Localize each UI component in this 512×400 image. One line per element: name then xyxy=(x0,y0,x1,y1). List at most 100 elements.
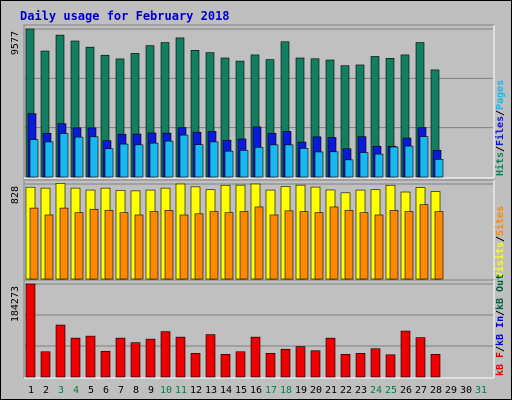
side-label-hits: Hits xyxy=(494,152,506,176)
day-label-5: 5 xyxy=(88,385,94,396)
bar-pages-day-13 xyxy=(209,141,219,178)
bar-sites-day-9 xyxy=(149,211,159,280)
bar-kbf-day-28 xyxy=(430,353,441,378)
side-label-kbin: kB In xyxy=(495,316,506,346)
bar-kbf-day-19 xyxy=(295,346,306,378)
bar-pages-day-18 xyxy=(284,144,294,178)
day-label-10: 10 xyxy=(160,385,172,396)
bar-sites-day-17 xyxy=(269,214,279,280)
bar-sites-day-24 xyxy=(374,214,384,280)
bar-pages-day-19 xyxy=(299,148,309,178)
bar-kbf-day-22 xyxy=(340,353,351,378)
bar-sites-day-8 xyxy=(134,214,144,280)
side-label-files: Files xyxy=(494,116,506,146)
bar-sites-day-11 xyxy=(179,214,189,280)
bar-pages-day-11 xyxy=(179,134,189,178)
side-label-separator: / xyxy=(495,310,506,316)
bar-pages-day-9 xyxy=(149,142,159,178)
bar-sites-day-16 xyxy=(254,206,264,280)
side-label-separator: / xyxy=(495,110,506,116)
bar-pages-day-6 xyxy=(104,148,114,178)
side-label-sites: Sites xyxy=(494,206,506,236)
y-max-label: 9577 xyxy=(10,31,21,55)
bar-pages-day-8 xyxy=(134,144,144,178)
chart-panels: 9577Hits/Files/Pages828Visits/Sites18427… xyxy=(10,24,506,379)
bar-kbf-day-14 xyxy=(220,353,231,378)
day-label-1: 1 xyxy=(28,385,34,396)
day-label-23: 23 xyxy=(355,385,367,396)
bar-pages-day-28 xyxy=(434,159,444,178)
side-label-kbf: kB F xyxy=(495,352,506,376)
bar-kbf-day-16 xyxy=(250,336,261,378)
day-label-28: 28 xyxy=(430,385,442,396)
bar-kbf-day-24 xyxy=(370,348,381,378)
bottom-side-labels: kB F/kB In/kB Out xyxy=(495,274,506,376)
bar-kbf-day-27 xyxy=(415,337,426,378)
bar-sites-day-27 xyxy=(419,204,429,280)
bar-sites-day-2 xyxy=(44,214,54,280)
bar-kbf-day-7 xyxy=(115,337,126,378)
middle-panel: 828 Visits/Sites xyxy=(10,179,506,281)
bar-pages-day-16 xyxy=(254,147,264,178)
bar-sites-day-18 xyxy=(284,210,294,280)
bar-pages-day-15 xyxy=(239,150,249,178)
day-label-26: 26 xyxy=(400,385,412,396)
bar-kbf-day-25 xyxy=(385,354,396,378)
day-label-11: 11 xyxy=(175,385,187,396)
bar-sites-day-25 xyxy=(389,210,399,280)
day-label-21: 21 xyxy=(325,385,337,396)
bar-kbf-day-4 xyxy=(70,337,81,378)
day-label-24: 24 xyxy=(370,385,382,396)
bar-kbf-day-6 xyxy=(100,350,111,378)
bar-pages-day-24 xyxy=(374,153,384,178)
bar-sites-day-10 xyxy=(164,210,174,280)
side-label-kbout: kB Out xyxy=(495,274,506,310)
day-label-4: 4 xyxy=(73,385,79,396)
bar-sites-day-19 xyxy=(299,211,309,280)
bar-sites-day-14 xyxy=(224,212,234,280)
bar-pages-day-25 xyxy=(389,146,399,178)
bar-pages-day-7 xyxy=(119,143,129,178)
day-label-19: 19 xyxy=(295,385,307,396)
bar-kbf-day-12 xyxy=(190,352,201,378)
bar-kbf-day-5 xyxy=(85,335,96,378)
day-label-18: 18 xyxy=(280,385,292,396)
bar-sites-day-22 xyxy=(344,210,354,280)
bar-kbf-day-2 xyxy=(40,351,51,378)
bar-pages-day-5 xyxy=(89,136,99,178)
side-label-separator: / xyxy=(495,236,506,242)
bar-pages-day-23 xyxy=(359,152,369,178)
bar-kbf-day-8 xyxy=(130,342,141,378)
day-label-2: 2 xyxy=(43,385,49,396)
bar-sites-day-12 xyxy=(194,213,204,280)
bar-pages-day-21 xyxy=(329,151,339,178)
day-label-14: 14 xyxy=(220,385,232,396)
bar-kbf-day-15 xyxy=(235,351,246,378)
bar-pages-day-22 xyxy=(344,159,354,178)
day-label-29: 29 xyxy=(445,385,457,396)
day-label-13: 13 xyxy=(205,385,217,396)
bar-pages-day-20 xyxy=(314,151,324,178)
bar-sites-day-13 xyxy=(209,211,219,280)
bar-sites-day-21 xyxy=(329,206,339,280)
day-label-27: 27 xyxy=(415,385,427,396)
y-max-label: 184273 xyxy=(10,286,21,322)
bar-sites-day-23 xyxy=(359,212,369,280)
day-label-15: 15 xyxy=(235,385,247,396)
bar-pages-day-2 xyxy=(44,141,54,178)
day-label-3: 3 xyxy=(58,385,64,396)
bar-kbf-day-11 xyxy=(175,336,186,378)
bar-sites-day-5 xyxy=(89,208,99,280)
bar-sites-day-4 xyxy=(74,212,84,280)
day-label-8: 8 xyxy=(133,385,139,396)
bar-sites-day-6 xyxy=(104,210,114,280)
bar-sites-day-1 xyxy=(29,207,39,280)
bar-pages-day-10 xyxy=(164,140,174,178)
bar-pages-day-27 xyxy=(419,136,429,178)
bar-sites-day-20 xyxy=(314,212,324,280)
bar-kbf-day-26 xyxy=(400,330,411,378)
day-axis: 1 2 3 4 5 6 7 8 9 10 11 12 13 14 15 16 17 18 19 20 21 22 23 24 2… xyxy=(28,385,487,396)
day-label-22: 22 xyxy=(340,385,352,396)
